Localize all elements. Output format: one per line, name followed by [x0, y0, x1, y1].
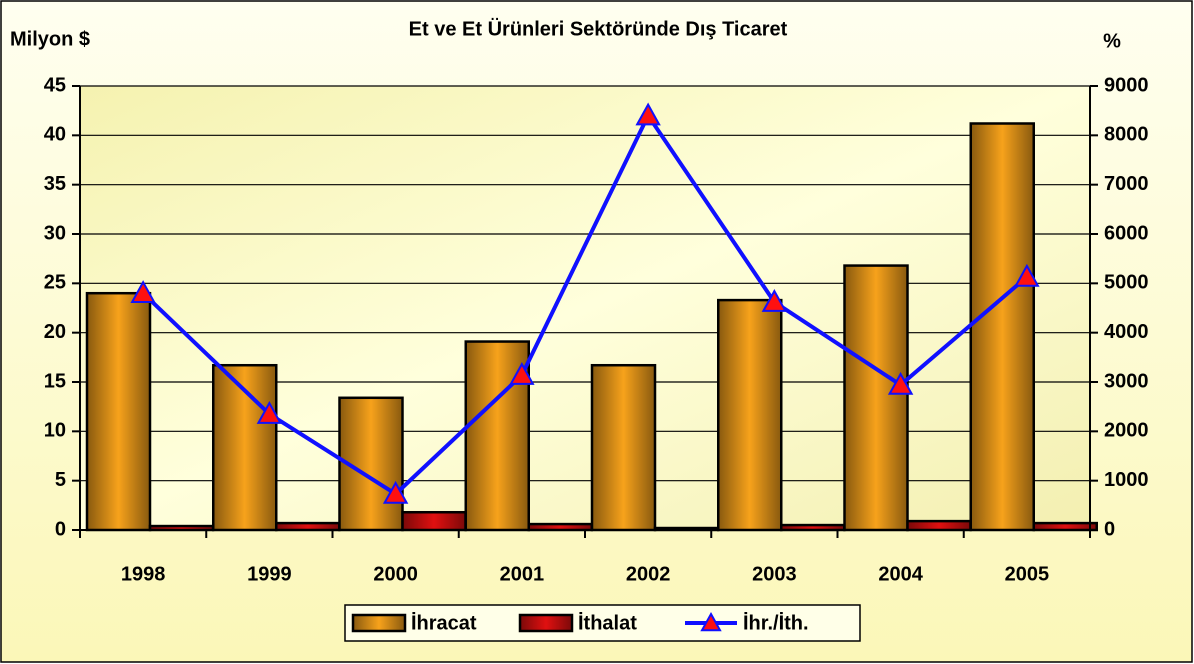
- y-tick-label: 25: [44, 272, 66, 294]
- marker: [1014, 263, 1040, 287]
- y-tick-label: 0: [55, 518, 66, 540]
- legend-label: İthalat: [578, 611, 637, 634]
- y-tick-label: 35: [44, 173, 66, 195]
- y-axis-title: Milyon $: [10, 28, 90, 50]
- line: [141, 113, 1029, 496]
- bar-shade: [402, 512, 466, 530]
- x-tick-label: 2005: [1005, 563, 1050, 585]
- y-tick-label: 40: [44, 124, 66, 146]
- legend-label: İhracat: [411, 611, 477, 634]
- y2-tick-label: 1000: [1104, 469, 1149, 491]
- y2-tick-label: 4000: [1104, 321, 1149, 343]
- y2-tick-label: 8000: [1104, 124, 1149, 146]
- legend-label: İhr./İth.: [743, 611, 809, 634]
- legend: İhracat İthalat İhr./İth.: [344, 604, 861, 642]
- y-tick-label: 10: [44, 420, 66, 442]
- y2-tick-label: 3000: [1104, 370, 1149, 392]
- legend-box: [344, 604, 861, 642]
- bar-shade: [276, 523, 340, 530]
- marker: [256, 401, 283, 424]
- bar-shade: [781, 525, 845, 530]
- y2-tick-label: 5000: [1104, 272, 1149, 294]
- marker: [635, 102, 661, 126]
- legend-swatch-shade: [520, 615, 572, 631]
- y2-tick-label: 7000: [1104, 173, 1149, 195]
- bar-shade: [907, 521, 971, 530]
- legend-marker: [700, 611, 722, 632]
- marker: [887, 371, 914, 395]
- x-tick-label: 2001: [500, 563, 545, 585]
- y-tick-label: 15: [44, 370, 66, 392]
- axes: 0 5 10 15 20 25 30 35 40 45 0 1000 2000 3000 4000 5000 6…: [44, 74, 1149, 585]
- y2-tick-label: 0: [1104, 518, 1115, 540]
- y-tick-label: 5: [55, 469, 66, 491]
- bar-shade: [1033, 523, 1097, 530]
- y-tick-label: 45: [44, 74, 66, 96]
- bar-shade: [528, 524, 592, 530]
- x-tick-label: 2003: [752, 563, 797, 585]
- x-tick-label: 2002: [626, 563, 671, 585]
- chart-title: Et ve Et Ürünleri Sektöründe Dış Ticaret: [409, 17, 788, 40]
- y2-tick-label: 9000: [1104, 74, 1149, 96]
- y-tick-label: 30: [44, 222, 66, 244]
- x-tick-label: 2004: [878, 563, 923, 585]
- bar-shade: [970, 123, 1034, 530]
- marker: [382, 480, 409, 504]
- marker: [761, 289, 788, 312]
- bar-shade: [844, 265, 908, 530]
- y2-tick-label: 6000: [1104, 222, 1149, 244]
- x-tick-label: 1999: [247, 563, 292, 585]
- y2-tick-label: 2000: [1104, 420, 1149, 442]
- grid: [80, 85, 1090, 531]
- bars: [85, 122, 1098, 532]
- y2-axis-title: %: [1103, 30, 1121, 52]
- x-tick-label: 1998: [121, 563, 166, 585]
- marker: [509, 362, 535, 385]
- x-tick-label: 2000: [373, 563, 418, 585]
- line-layer: [130, 102, 1040, 504]
- bar-shade: [592, 365, 655, 530]
- bar-shade: [150, 526, 213, 530]
- bar-shade: [87, 293, 150, 530]
- y-tick-label: 20: [44, 321, 66, 343]
- marker: [130, 280, 156, 303]
- legend-swatch-shade: [353, 615, 405, 631]
- bar-shade: [718, 300, 782, 530]
